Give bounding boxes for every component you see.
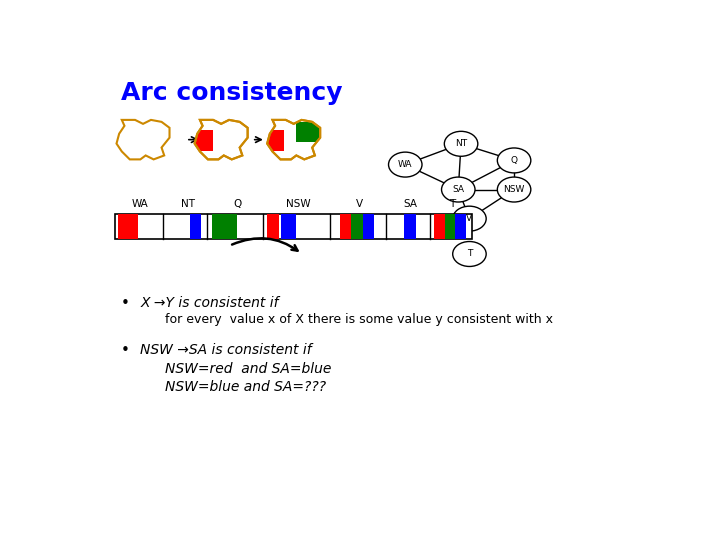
Text: •: • xyxy=(121,343,130,359)
Text: •: • xyxy=(121,295,130,310)
Text: SA: SA xyxy=(452,185,464,194)
Bar xyxy=(363,214,374,239)
Text: WA: WA xyxy=(132,199,148,210)
Bar xyxy=(340,214,351,239)
Bar xyxy=(212,214,238,239)
Text: Q: Q xyxy=(233,199,241,210)
Text: Q: Q xyxy=(510,156,518,165)
Text: NSW=red  and SA=blue: NSW=red and SA=blue xyxy=(166,362,332,376)
Bar xyxy=(404,214,416,239)
Text: NSW: NSW xyxy=(503,185,525,194)
Bar xyxy=(297,122,318,141)
Bar xyxy=(281,214,296,239)
Text: for every  value x of X there is some value y consistent with x: for every value x of X there is some val… xyxy=(166,313,554,326)
Bar xyxy=(455,214,466,239)
Text: WA: WA xyxy=(398,160,413,169)
Bar xyxy=(445,214,455,239)
Text: NT: NT xyxy=(455,139,467,148)
Text: SA: SA xyxy=(403,199,417,210)
Text: V: V xyxy=(467,214,472,223)
Text: X →Y is consistent if: X →Y is consistent if xyxy=(140,295,279,309)
Circle shape xyxy=(453,206,486,231)
Bar xyxy=(118,214,138,239)
Text: Arc consistency: Arc consistency xyxy=(121,82,342,105)
Circle shape xyxy=(498,177,531,202)
Circle shape xyxy=(453,241,486,266)
Bar xyxy=(115,214,472,239)
Text: T: T xyxy=(467,249,472,259)
Bar xyxy=(434,214,445,239)
Text: NSW →SA is consistent if: NSW →SA is consistent if xyxy=(140,343,312,357)
Circle shape xyxy=(441,177,475,202)
Bar xyxy=(189,214,202,239)
Bar xyxy=(267,214,279,239)
Bar xyxy=(351,214,363,239)
Circle shape xyxy=(444,131,478,156)
Text: NT: NT xyxy=(181,199,194,210)
Text: NSW: NSW xyxy=(287,199,311,210)
Text: NSW=blue and SA=???: NSW=blue and SA=??? xyxy=(166,380,326,394)
Circle shape xyxy=(498,148,531,173)
Bar xyxy=(194,130,213,152)
Text: T: T xyxy=(449,199,455,210)
Text: V: V xyxy=(356,199,364,210)
Bar xyxy=(267,130,284,152)
Circle shape xyxy=(389,152,422,177)
